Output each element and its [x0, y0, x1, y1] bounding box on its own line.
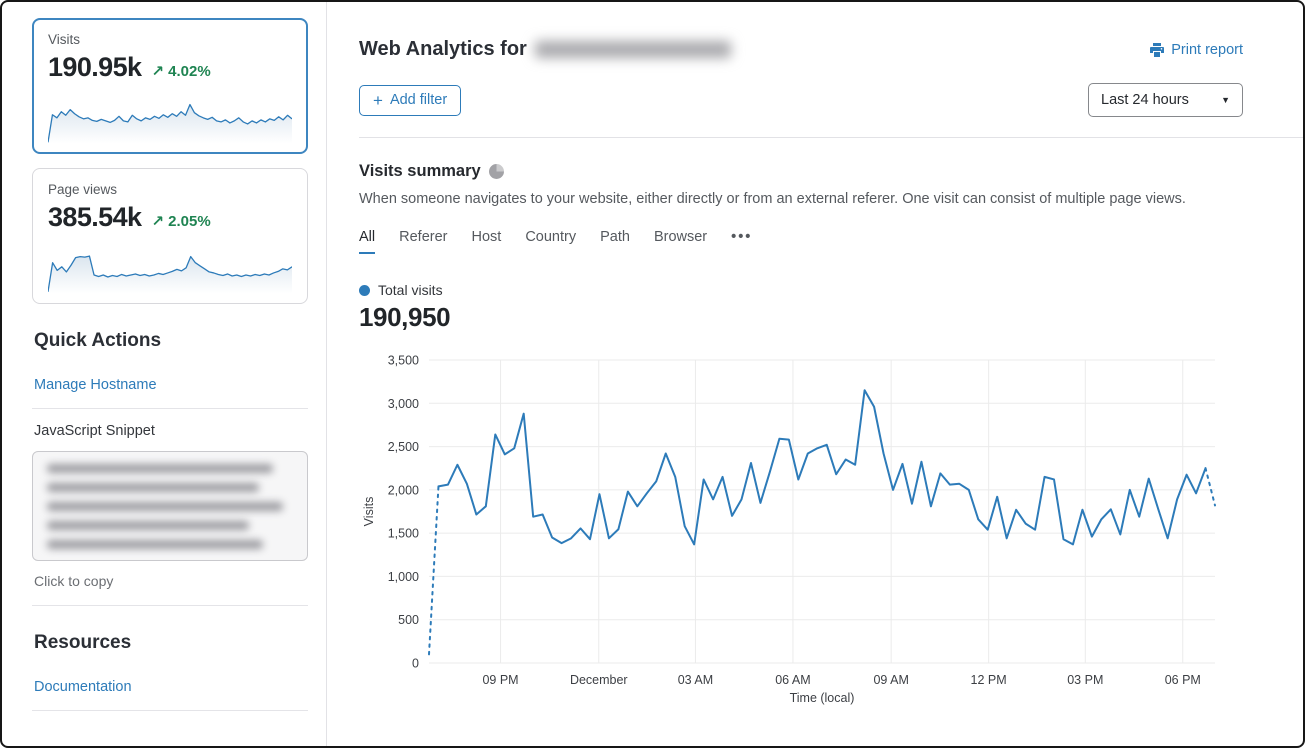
page-views-sparkline [48, 239, 292, 294]
stat-label: Visits [48, 32, 81, 47]
manage-hostname-link[interactable]: Manage Hostname [34, 377, 157, 393]
tab-all[interactable]: All [359, 229, 376, 254]
stat-label: Page views [48, 182, 118, 197]
tab-country[interactable]: Country [525, 229, 577, 245]
manage-hostname-row: Manage Hostname [32, 366, 308, 409]
stat-value: 190.95k [48, 52, 142, 82]
tab-path[interactable]: Path [600, 229, 630, 245]
svg-text:1,000: 1,000 [388, 570, 419, 584]
stat-value: 385.54k [48, 202, 142, 232]
printer-icon [1150, 42, 1165, 57]
tab-host[interactable]: Host [471, 229, 502, 245]
blurred-code-line [47, 521, 249, 530]
time-range-value: Last 24 hours [1101, 92, 1189, 108]
svg-text:500: 500 [398, 613, 419, 627]
quick-actions-heading: Quick Actions [34, 330, 162, 351]
stat-card-visits[interactable]: Visits 190.95k ↗ 4.02% [32, 18, 308, 154]
page-title: Web Analytics for [359, 38, 731, 61]
print-report-link[interactable]: Print report [1149, 42, 1243, 58]
visits-summary-heading: Visits summary [359, 162, 481, 180]
chevron-down-icon: ▼ [1221, 95, 1230, 105]
visits-summary-description: When someone navigates to your website, … [359, 191, 1186, 207]
svg-text:1,500: 1,500 [388, 527, 419, 541]
svg-text:Visits: Visits [362, 497, 376, 527]
trend-up-icon: ↗ [151, 213, 164, 230]
pie-chart-icon [488, 164, 504, 179]
svg-text:09 PM: 09 PM [482, 673, 518, 687]
svg-text:03 AM: 03 AM [678, 673, 713, 687]
documentation-row: Documentation [32, 668, 308, 711]
svg-text:2,500: 2,500 [388, 440, 419, 454]
visits-sparkline [48, 89, 292, 144]
documentation-link[interactable]: Documentation [34, 679, 132, 695]
svg-text:03 PM: 03 PM [1067, 673, 1103, 687]
tab-referer[interactable]: Referer [399, 229, 448, 245]
svg-text:2,000: 2,000 [388, 483, 419, 497]
more-tabs-button[interactable]: ••• [731, 229, 753, 245]
svg-text:09 AM: 09 AM [873, 673, 908, 687]
legend-label: Total visits [378, 282, 443, 298]
sidebar: Visits 190.95k ↗ 4.02% Page views 385.54… [2, 2, 327, 746]
time-range-select[interactable]: Last 24 hours ▼ [1088, 83, 1243, 117]
plus-icon: + [373, 90, 383, 110]
add-filter-button[interactable]: + Add filter [359, 84, 462, 116]
tab-browser[interactable]: Browser [653, 229, 708, 245]
blurred-domain [534, 41, 731, 58]
legend-dot-icon [359, 284, 370, 296]
svg-text:06 PM: 06 PM [1165, 673, 1201, 687]
stat-delta: ↗ 4.02% [151, 63, 211, 80]
svg-text:3,500: 3,500 [388, 354, 419, 368]
svg-text:0: 0 [412, 657, 419, 671]
blurred-code-line [47, 502, 284, 511]
svg-text:December: December [570, 673, 628, 687]
stat-delta: ↗ 2.05% [151, 213, 211, 230]
svg-text:06 AM: 06 AM [775, 673, 810, 687]
resources-heading: Resources [34, 632, 132, 653]
trend-up-icon: ↗ [151, 63, 164, 80]
blurred-code-line [47, 483, 259, 492]
visits-chart: 0 500 1,000 1,500 2,000 2,500 3,000 3,500 09 PM D… [359, 347, 1219, 713]
stat-card-page-views[interactable]: Page views 385.54k ↗ 2.05% [32, 168, 308, 304]
summary-tabs: All Referer Host Country Path Browser ••… [359, 229, 1303, 254]
total-visits-value: 190,950 [359, 302, 451, 332]
click-to-copy-hint: Click to copy [32, 571, 308, 606]
svg-text:12 PM: 12 PM [971, 673, 1007, 687]
javascript-snippet-label: JavaScript Snippet [34, 423, 155, 439]
blurred-code-line [47, 540, 264, 549]
blurred-code-line [47, 464, 274, 473]
svg-text:Time (local): Time (local) [790, 691, 855, 705]
main-content: Web Analytics for Print report + Add fil… [327, 2, 1303, 746]
svg-text:3,000: 3,000 [388, 397, 419, 411]
chart-legend: Total visits [359, 282, 1303, 298]
javascript-snippet-box[interactable] [32, 451, 308, 561]
